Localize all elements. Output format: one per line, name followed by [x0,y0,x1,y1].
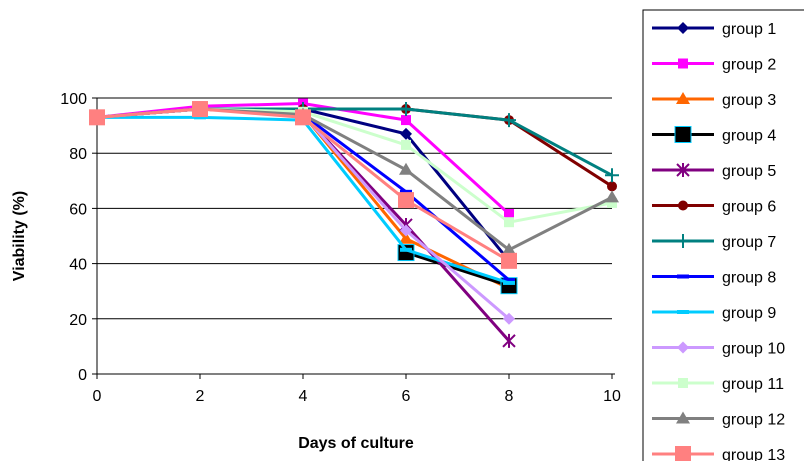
legend-item: group 3 [652,92,776,109]
legend-marker [678,200,688,211]
y-tick-label: 60 [69,201,87,218]
series-8 [91,107,515,283]
x-tick-labels: 0 2 4 6 8 10 [93,374,621,405]
data-point [502,242,516,255]
legend-item: group 10 [652,341,785,358]
data-point [503,312,515,325]
legend-item: group 6 [652,199,776,216]
series-10 [91,103,515,325]
data-point [605,190,619,203]
legend-item: group 4 [652,126,776,145]
y-tick-labels: 0 20 40 60 80 100 [60,91,97,384]
data-point [295,109,311,126]
legend-label: group 8 [722,270,776,287]
x-tick-label: 0 [93,388,102,405]
data-point [398,192,414,209]
legend-item: group 11 [652,376,784,393]
series-line [96,107,613,252]
data-point [399,231,413,244]
series-1 [91,103,515,267]
legend-label: group 3 [722,92,776,109]
legend-item: group 9 [652,305,776,322]
axes [96,98,615,375]
data-point [400,224,412,237]
legend-item: group 1 [652,21,776,38]
legend-marker [677,22,689,34]
data-point [504,208,514,219]
legend-label: group 10 [722,341,785,358]
series-line [96,107,613,224]
legend: group 1 group 2 group 3 group 4 group 5 group… [642,9,804,461]
legend-marker [676,234,690,248]
y-axis-title: Viability (%) [11,191,28,281]
legend-label: group 11 [722,376,784,393]
data-point [607,181,617,192]
data-point [607,197,617,208]
legend-label: group 9 [722,305,776,322]
legend-marker [675,446,691,461]
data-point [504,217,514,228]
legend-item: group 5 [652,163,776,180]
data-point [401,115,411,126]
legend-item: group 8 [652,270,776,287]
legend-label: group 12 [722,412,785,429]
series-13 [89,101,517,269]
x-tick-label: 6 [402,388,411,405]
legend-marker [676,92,690,104]
legend-label: group 1 [722,21,776,38]
x-axis-title: Days of culture [298,435,414,452]
series-5 [90,102,516,348]
data-point [400,127,412,140]
data-point [605,168,619,183]
series-line [96,107,510,320]
legend-label: group 5 [722,163,776,180]
data-point [89,109,105,126]
legend-marker [677,341,689,354]
data-point [503,280,515,285]
x-tick-label: 10 [603,388,621,405]
legend-marker [678,378,688,388]
series-layer [89,98,619,348]
data-point [501,252,517,269]
data-point [400,189,412,194]
y-tick-label: 0 [78,367,87,384]
y-tick-label: 100 [60,91,87,108]
gridlines [97,97,612,320]
data-point [502,113,516,128]
data-point [502,333,516,348]
legend-marker [676,411,690,424]
legend-box [642,9,804,461]
x-tick-label: 2 [196,388,205,405]
legend-label: group 7 [722,234,776,251]
data-point [399,102,413,117]
data-point [192,101,208,118]
legend-marker [677,274,689,279]
x-tick-label: 8 [505,388,514,405]
legend-item: group 2 [652,57,776,74]
series-line [96,107,511,262]
y-tick-label: 20 [69,312,87,329]
legend-item: group 7 [652,234,776,251]
data-point [503,278,515,283]
series-line [96,107,510,282]
legend-marker [676,163,690,177]
legend-marker [677,310,689,314]
legend-marker [674,126,692,143]
data-point [399,162,413,175]
legend-label: group 4 [722,128,776,145]
legend-marker [678,58,688,69]
y-tick-label: 40 [69,257,87,274]
legend-label: group 2 [722,57,776,74]
data-point [194,115,206,120]
y-tick-label: 80 [69,146,87,163]
data-point [401,139,411,150]
data-point [400,247,412,252]
legend-item: group 12 [652,411,785,429]
legend-label: group 13 [722,447,785,461]
legend-item: group 13 [652,446,785,461]
series-line [405,251,510,288]
legend-label: group 6 [722,199,776,216]
x-tick-label: 4 [299,388,308,405]
